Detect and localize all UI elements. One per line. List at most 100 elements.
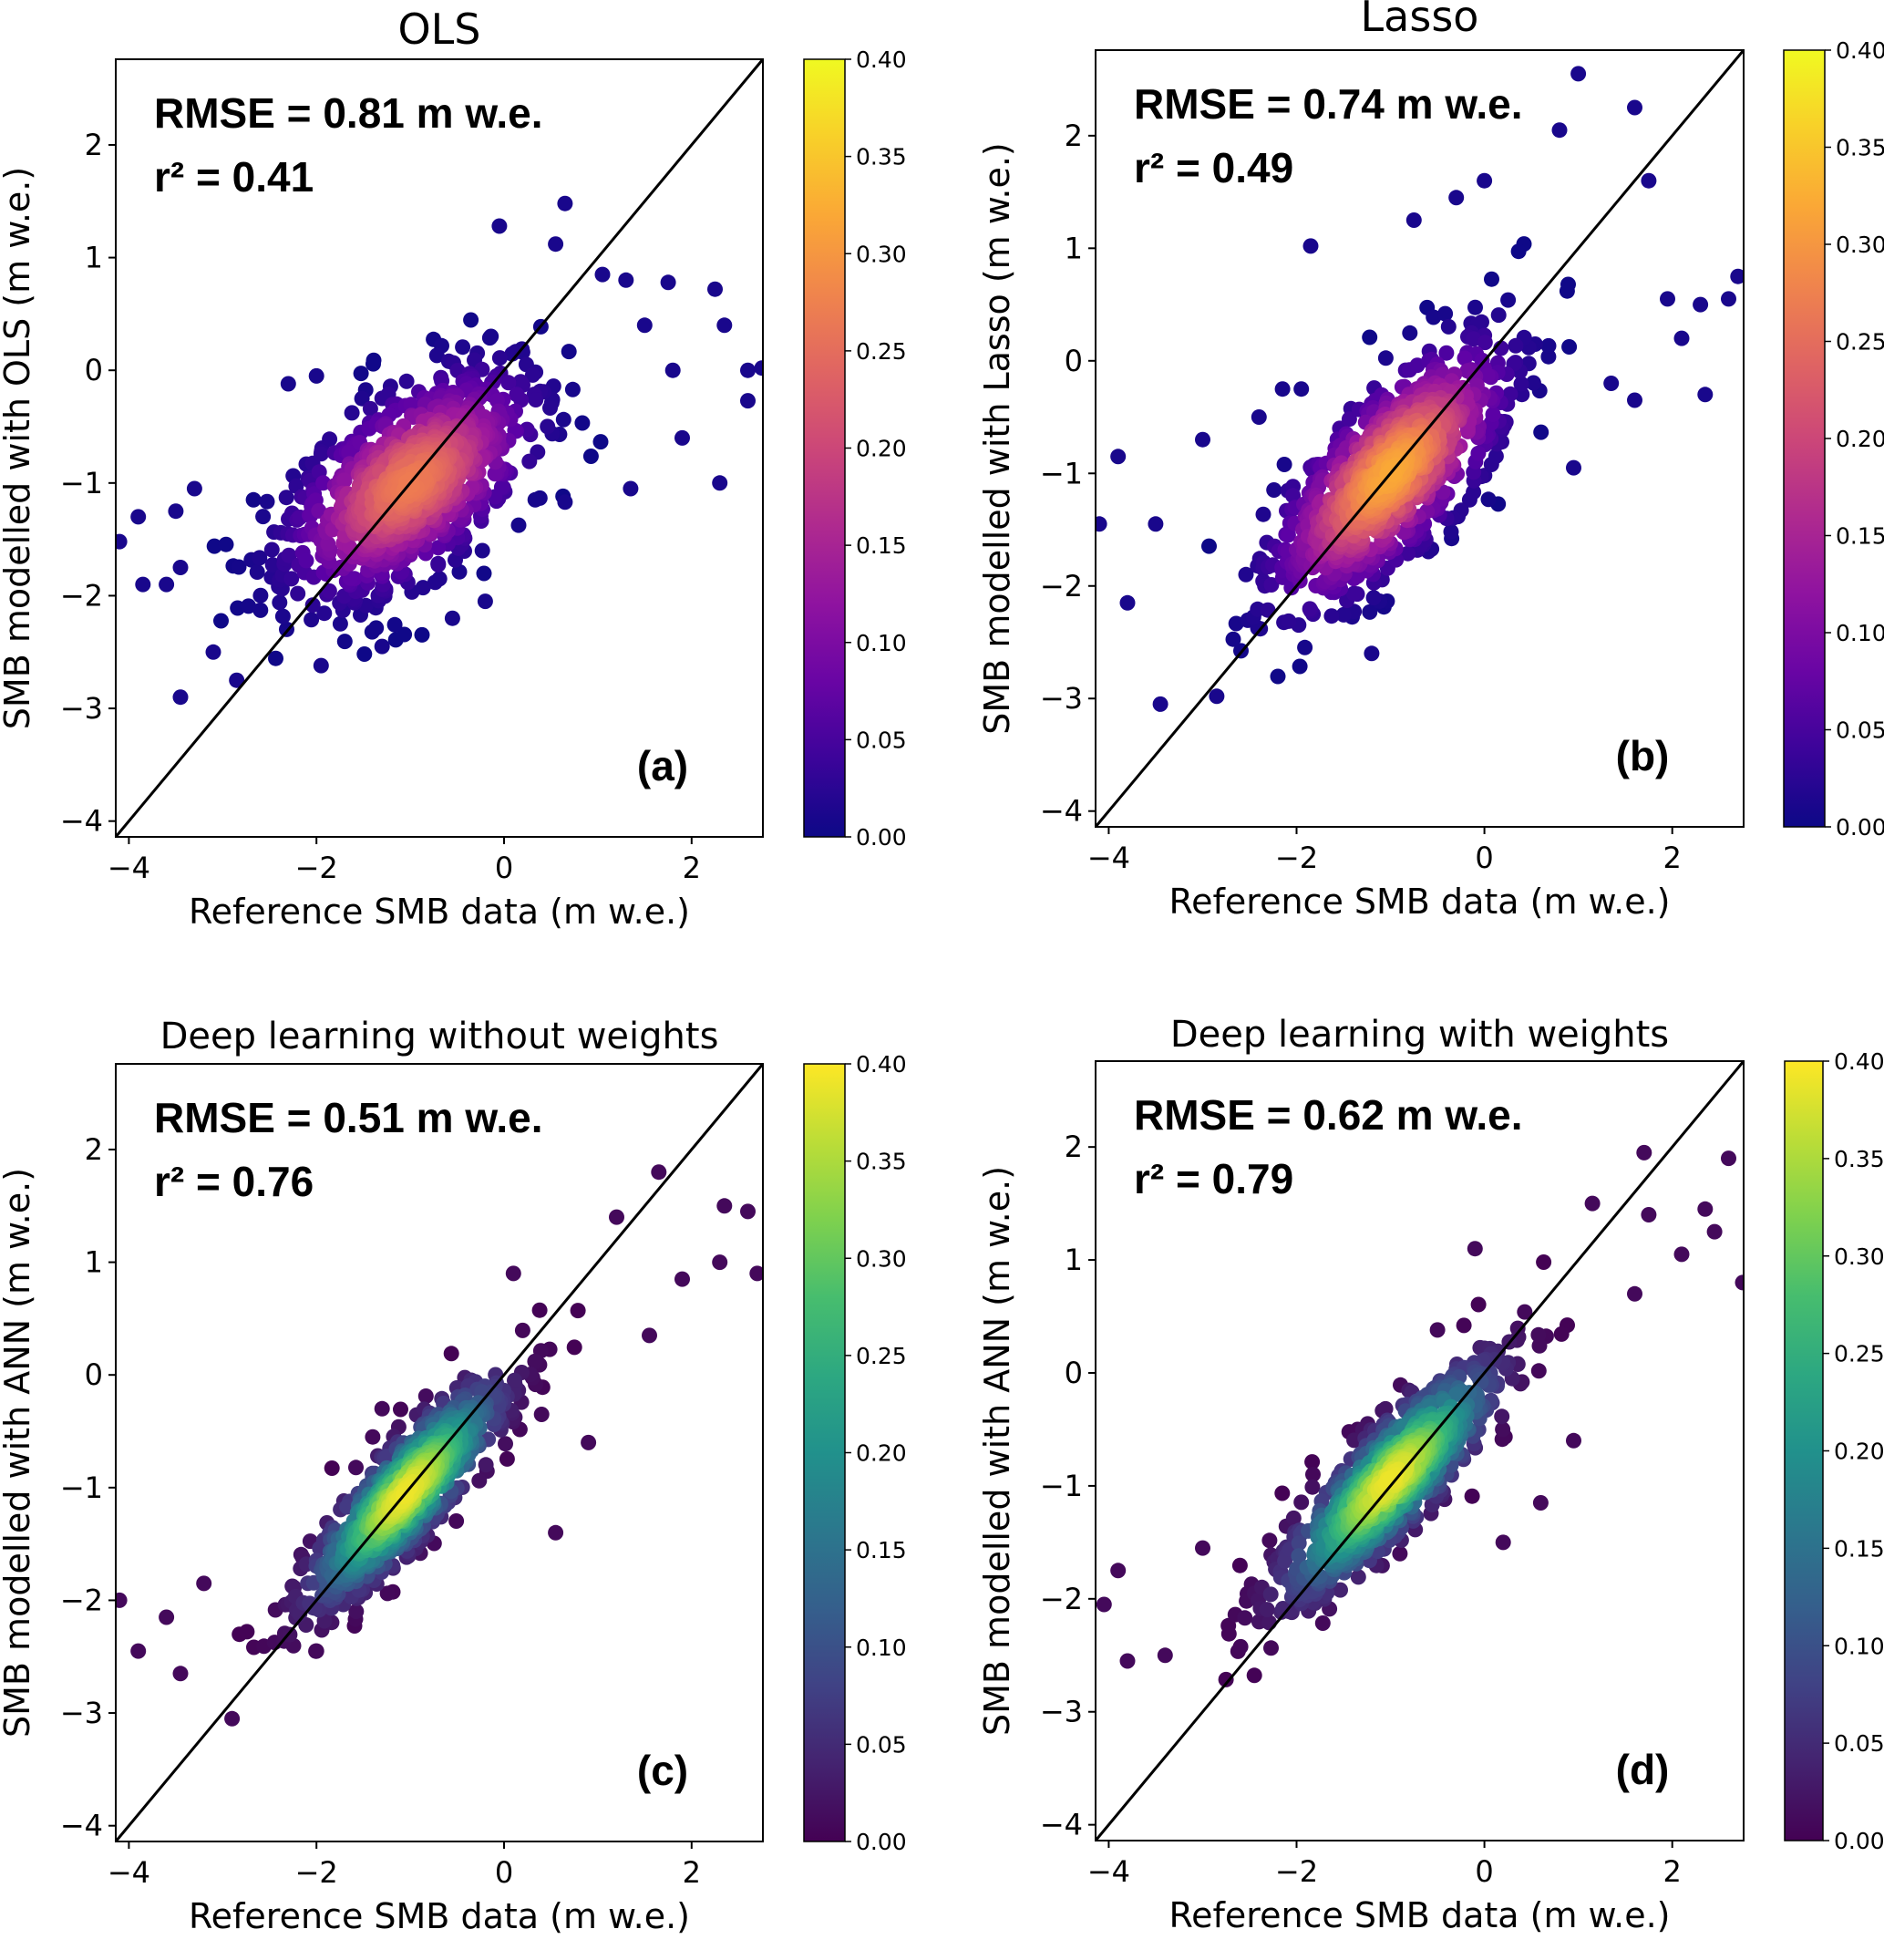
data-point [1231, 1557, 1248, 1573]
data-point [594, 266, 611, 283]
data-point [444, 610, 460, 626]
y-tick-label: 2 [85, 1132, 103, 1167]
data-point [712, 1254, 728, 1271]
colorbar-tick-label: 0.05 [856, 1731, 907, 1758]
data-point [1495, 1421, 1511, 1438]
data-point [1110, 1563, 1127, 1579]
data-point [1488, 448, 1504, 464]
panel-label: (a) [637, 742, 688, 789]
data-point [374, 638, 390, 655]
data-point [1255, 506, 1271, 522]
data-point [379, 1585, 396, 1602]
data-point [564, 381, 581, 397]
data-point [660, 274, 676, 291]
data-point [749, 1265, 763, 1282]
y-tick-label: −1 [60, 466, 103, 500]
data-point [159, 576, 175, 593]
y-tick-label: −4 [1040, 1808, 1083, 1842]
data-point [1448, 190, 1465, 206]
data-point [1470, 445, 1487, 461]
data-point [336, 634, 353, 650]
data-point [213, 613, 229, 629]
data-point [1364, 645, 1380, 662]
panel-title: OLS [397, 5, 480, 54]
data-point [1285, 488, 1302, 504]
y-tick-label: −3 [60, 1696, 103, 1730]
data-point [1477, 335, 1493, 351]
data-point [259, 493, 275, 510]
data-point [1673, 1246, 1690, 1263]
data-point [431, 571, 448, 587]
data-point [1232, 1638, 1249, 1655]
colorbar-tick-label: 0.00 [1836, 814, 1884, 841]
one-to-one-line [114, 58, 765, 838]
data-point [1479, 367, 1496, 384]
data-point [1302, 601, 1318, 617]
data-point [278, 490, 294, 506]
data-point [414, 626, 430, 643]
rmse-annotation: RMSE = 0.62 m w.e. [1134, 1091, 1523, 1139]
data-point [1553, 1326, 1570, 1342]
data-point [1220, 1625, 1237, 1642]
x-tick-label: −2 [1275, 841, 1318, 875]
data-point [252, 550, 268, 566]
scatter-points [116, 1164, 763, 1727]
y-tick-label: −3 [60, 691, 103, 726]
panel-b: −4 −2 0 2 −4 −3 −2 −1 0 1 2 Reference SMB data (m w… [977, 0, 1884, 922]
data-point [1119, 594, 1136, 611]
data-point [130, 509, 147, 525]
data-point [443, 1346, 459, 1362]
data-point [231, 559, 247, 575]
data-point [116, 533, 128, 550]
colorbar-tick-label: 0.10 [1834, 1633, 1884, 1659]
y-tick-label: −2 [1040, 569, 1083, 603]
data-point [348, 1604, 365, 1620]
colorbar-tick-label: 0.05 [856, 727, 907, 753]
data-point [1641, 172, 1657, 189]
data-point [354, 390, 370, 407]
data-point [1350, 1569, 1366, 1585]
data-point [476, 565, 492, 582]
data-point [1314, 1615, 1331, 1631]
r2-annotation: r² = 0.41 [154, 153, 314, 201]
data-point [1467, 1241, 1483, 1257]
data-point [500, 375, 517, 391]
colorbar-tick-label: 0.00 [856, 824, 907, 851]
data-point [1570, 66, 1587, 82]
data-point [1561, 339, 1578, 355]
scatter-points [1096, 66, 1744, 712]
data-point [362, 400, 378, 417]
data-point [561, 344, 577, 360]
data-point [274, 608, 291, 624]
data-point [623, 480, 639, 497]
colorbar-tick-label: 0.00 [856, 1829, 907, 1855]
data-point [1466, 484, 1482, 500]
colorbar-tick-label: 0.25 [856, 338, 907, 365]
data-point [1584, 1195, 1601, 1212]
one-to-one-line [114, 1063, 765, 1842]
data-point [574, 415, 591, 431]
x-tick-label: 0 [495, 851, 513, 885]
data-point [1259, 1602, 1275, 1618]
data-point [463, 312, 479, 328]
data-point [1323, 608, 1340, 624]
data-point [1285, 1510, 1302, 1526]
y-tick-label: −4 [60, 1809, 103, 1843]
data-point [557, 494, 573, 511]
data-point [1362, 603, 1378, 620]
data-point [507, 1372, 522, 1388]
data-point [1721, 1150, 1736, 1167]
data-point [229, 672, 245, 688]
data-point [1426, 309, 1442, 325]
data-point [1437, 305, 1454, 322]
data-point [1333, 1582, 1348, 1598]
data-point [527, 1353, 543, 1369]
colorbar-tick-label: 0.05 [1834, 1730, 1884, 1757]
data-point [1341, 411, 1357, 428]
data-point [159, 1609, 175, 1625]
data-point [533, 1407, 550, 1422]
colorbar-tick-label: 0.15 [1834, 1535, 1884, 1562]
data-point [1276, 457, 1292, 472]
axes-frame [115, 1063, 764, 1842]
